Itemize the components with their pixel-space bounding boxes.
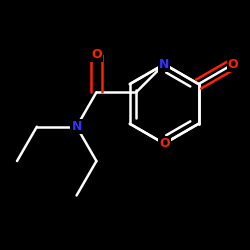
Text: N: N — [159, 58, 170, 71]
Text: N: N — [72, 120, 82, 133]
Text: O: O — [159, 137, 170, 150]
Text: O: O — [91, 48, 102, 61]
Text: O: O — [228, 58, 238, 71]
